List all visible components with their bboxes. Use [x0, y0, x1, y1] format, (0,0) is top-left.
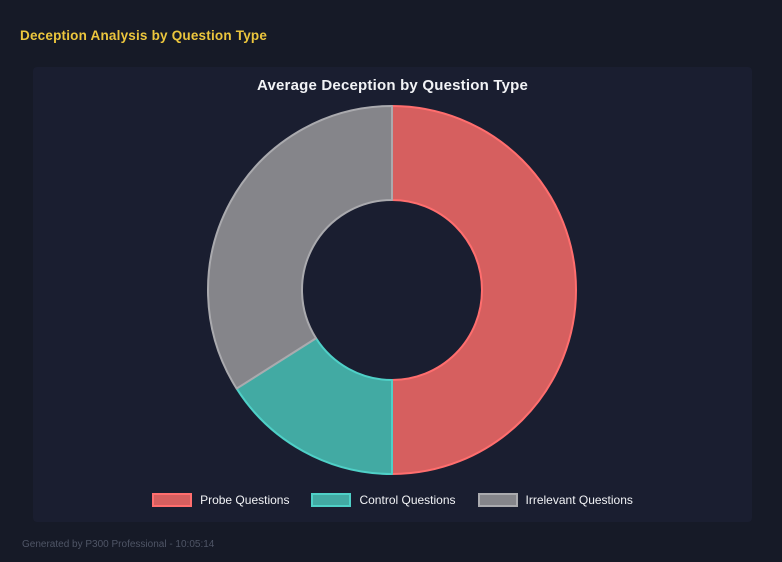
donut-segment-irrelevant-questions[interactable]	[207, 105, 393, 390]
donut-segment-probe-questions[interactable]	[391, 105, 577, 475]
legend-swatch-irrelevant	[477, 493, 518, 507]
legend-swatch-control	[311, 493, 352, 507]
footer-note: Generated by P300 Professional - 10:05:1…	[22, 539, 215, 550]
legend-item-irrelevant-questions[interactable]: Irrelevant Questions	[477, 493, 633, 507]
legend-label-probe: Probe Questions	[200, 493, 290, 507]
legend-label-irrelevant: Irrelevant Questions	[525, 493, 633, 507]
chart-title: Average Deception by Question Type	[256, 77, 529, 94]
chart-legend: Probe Questions Control Questions Irrele…	[33, 493, 752, 507]
legend-item-control-questions[interactable]: Control Questions	[311, 493, 456, 507]
legend-label-control: Control Questions	[359, 493, 456, 507]
chart-panel: Average Deception by Question Type Probe…	[33, 67, 752, 522]
page-title: Deception Analysis by Question Type	[20, 28, 268, 43]
donut-chart[interactable]	[202, 100, 582, 480]
legend-item-probe-questions[interactable]: Probe Questions	[152, 493, 289, 507]
donut-segment-control-questions[interactable]	[235, 337, 393, 475]
legend-swatch-probe	[152, 493, 193, 507]
